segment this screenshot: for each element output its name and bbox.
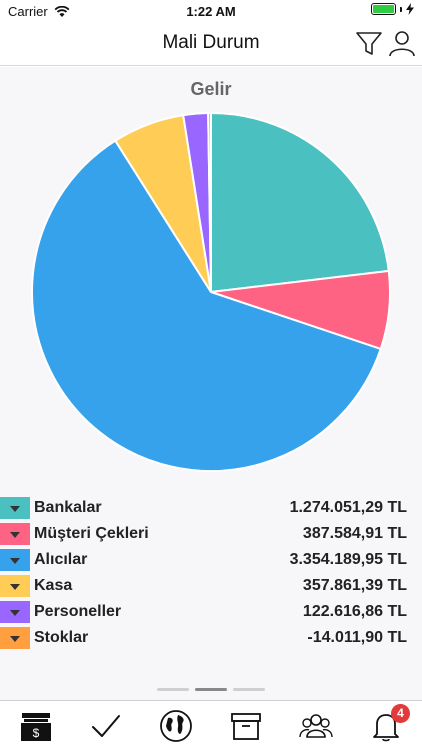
dropdown-arrow-icon <box>10 532 20 538</box>
legend-value: -14.011,90 TL <box>307 629 407 646</box>
group-icon[interactable] <box>299 709 333 743</box>
legend-item[interactable]: Personeller 122.616,86 TL <box>0 599 422 625</box>
charging-icon <box>406 3 414 15</box>
legend-value: 3.354.189,95 TL <box>289 551 407 568</box>
dropdown-arrow-icon <box>10 636 20 642</box>
status-bar: Carrier 1:22 AM <box>0 0 422 22</box>
legend-swatch[interactable] <box>0 575 30 597</box>
wifi-icon <box>54 5 70 17</box>
legend-label: Müşteri Çekleri <box>34 525 149 542</box>
chart-legend: Bankalar 1.274.051,29 TL Müşteri Çekleri… <box>0 495 422 651</box>
filter-icon[interactable] <box>354 28 384 58</box>
dropdown-arrow-icon <box>10 584 20 590</box>
legend-item[interactable]: Bankalar 1.274.051,29 TL <box>0 495 422 521</box>
battery-tip <box>400 6 402 12</box>
page-dot[interactable] <box>233 688 265 691</box>
chart-area: Gelir Bankalar 1.274.051,29 TL Müşteri Ç… <box>0 67 422 700</box>
legend-label: Bankalar <box>34 499 102 516</box>
chart-title: Gelir <box>190 79 232 99</box>
dropdown-arrow-icon <box>10 506 20 512</box>
legend-value: 387.584,91 TL <box>302 525 407 542</box>
dropdown-arrow-icon <box>10 558 20 564</box>
page-indicator[interactable] <box>0 688 422 691</box>
carrier-label: Carrier <box>8 4 48 19</box>
cash-register-icon[interactable]: $ <box>19 709 53 743</box>
navigation-bar: Mali Durum <box>0 22 422 66</box>
legend-label: Alıcılar <box>34 551 88 568</box>
pie-slice-bankalar[interactable] <box>210 111 390 294</box>
legend-value: 122.616,86 TL <box>302 603 407 620</box>
legend-label: Personeller <box>34 603 122 620</box>
notification-badge: 4 <box>391 704 410 723</box>
legend-item[interactable]: Stoklar -14.011,90 TL <box>0 625 422 651</box>
user-icon[interactable] <box>387 28 417 58</box>
legend-item[interactable]: Müşteri Çekleri 387.584,91 TL <box>0 521 422 547</box>
globe-icon[interactable] <box>159 709 193 743</box>
pie-slice-stoklar[interactable] <box>207 111 212 293</box>
dropdown-arrow-icon <box>10 610 20 616</box>
status-right <box>371 3 414 15</box>
tab-bar: $ <box>0 700 422 750</box>
pie-slice-alıcılar[interactable] <box>31 139 382 472</box>
bell-icon[interactable] <box>369 709 403 743</box>
legend-label: Kasa <box>34 577 73 594</box>
status-time: 1:22 AM <box>186 4 236 19</box>
legend-item[interactable]: Kasa 357.861,39 TL <box>0 573 422 599</box>
battery-icon <box>371 3 396 15</box>
status-left: Carrier <box>8 4 70 19</box>
legend-swatch[interactable] <box>0 523 30 545</box>
page-dot[interactable] <box>157 688 189 691</box>
page-dot[interactable] <box>195 688 227 691</box>
page-title: Mali Durum <box>162 32 260 53</box>
archive-box-icon[interactable] <box>229 709 263 743</box>
legend-swatch[interactable] <box>0 601 30 623</box>
legend-value: 357.861,39 TL <box>302 577 407 594</box>
svg-text:$: $ <box>33 726 40 740</box>
checkmark-icon[interactable] <box>89 709 123 743</box>
legend-label: Stoklar <box>34 629 89 646</box>
legend-value: 1.274.051,29 TL <box>289 499 407 516</box>
pie-chart <box>31 111 391 472</box>
legend-item[interactable]: Alıcılar 3.354.189,95 TL <box>0 547 422 573</box>
legend-swatch[interactable] <box>0 627 30 649</box>
legend-swatch[interactable] <box>0 497 30 519</box>
legend-swatch[interactable] <box>0 549 30 571</box>
